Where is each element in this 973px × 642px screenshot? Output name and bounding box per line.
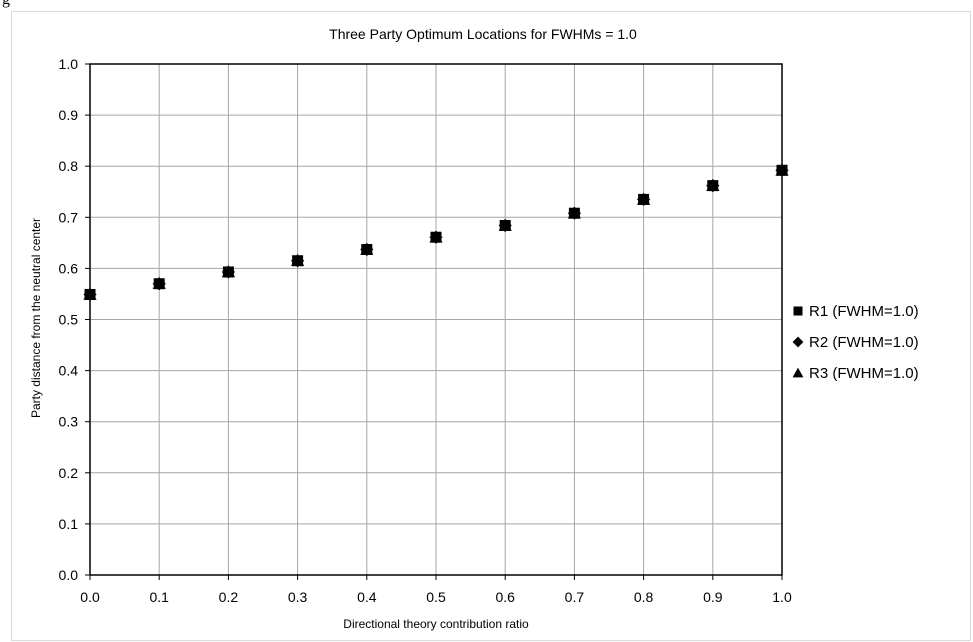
r1-point <box>776 164 788 176</box>
y-tick-label: 0.3 <box>59 414 79 430</box>
r1-point <box>430 231 442 243</box>
x-axis-title: Directional theory contribution ratio <box>343 617 529 631</box>
legend-label-r2: R2 (FWHM=1.0) <box>809 334 919 351</box>
r1-point <box>499 219 511 231</box>
r1-point <box>84 288 96 300</box>
plot-border <box>89 63 783 576</box>
data-markers <box>83 163 789 302</box>
figure-caption: g <box>2 0 10 9</box>
legend-marker-r1 <box>793 306 803 316</box>
r1-point <box>707 180 719 192</box>
x-tick-label: 0.5 <box>426 589 446 605</box>
r1-point <box>292 255 304 267</box>
y-tick-label: 0.9 <box>59 107 79 123</box>
x-tick-label: 0.9 <box>703 589 723 605</box>
y-tick-label: 0.8 <box>59 158 79 174</box>
x-tick-label: 1.0 <box>772 589 792 605</box>
x-tick-label: 0.4 <box>357 589 377 605</box>
y-tick-label: 0.5 <box>59 312 79 328</box>
legend: R1 (FWHM=1.0) R2 (FWHM=1.0) R3 (FWHM=1.0) <box>792 303 919 382</box>
y-axis-title: Party distance from the neutral center <box>29 218 43 418</box>
chart-title: Three Party Optimum Locations for FWHMs … <box>329 26 637 42</box>
x-tick-label: 0.7 <box>565 589 585 605</box>
r1-point <box>568 207 580 219</box>
x-tick-label: 0.1 <box>149 589 169 605</box>
legend-label-r1: R1 (FWHM=1.0) <box>809 303 919 320</box>
grid <box>90 63 783 575</box>
y-tick-label: 0.7 <box>59 209 79 225</box>
y-tick-label: 1.0 <box>59 56 79 72</box>
y-tick-label: 0.0 <box>59 567 79 583</box>
r1-point <box>638 193 650 205</box>
y-tick-label: 0.1 <box>59 516 79 532</box>
chart-frame <box>11 11 971 641</box>
r1-point <box>361 243 373 255</box>
y-tick-label: 0.6 <box>59 260 79 276</box>
r1-point <box>222 266 234 278</box>
x-tick-label: 0.6 <box>495 589 515 605</box>
legend-marker-r3 <box>792 367 804 378</box>
axes <box>85 63 783 580</box>
x-tick-label: 0.2 <box>219 589 239 605</box>
x-tick-label: 0.8 <box>634 589 654 605</box>
y-tick-label: 0.2 <box>59 465 79 481</box>
x-tick-label: 0.0 <box>80 589 100 605</box>
x-tick-label: 0.3 <box>288 589 308 605</box>
legend-marker-r2 <box>792 336 804 348</box>
y-tick-label: 0.4 <box>59 363 79 379</box>
legend-label-r3: R3 (FWHM=1.0) <box>809 365 919 382</box>
r1-point <box>153 278 165 290</box>
tick-labels: 0.0 0.1 0.2 0.3 0.4 0.5 0.6 0.7 0.8 0.9 1.0 0.0 0.1 0… <box>59 56 792 605</box>
